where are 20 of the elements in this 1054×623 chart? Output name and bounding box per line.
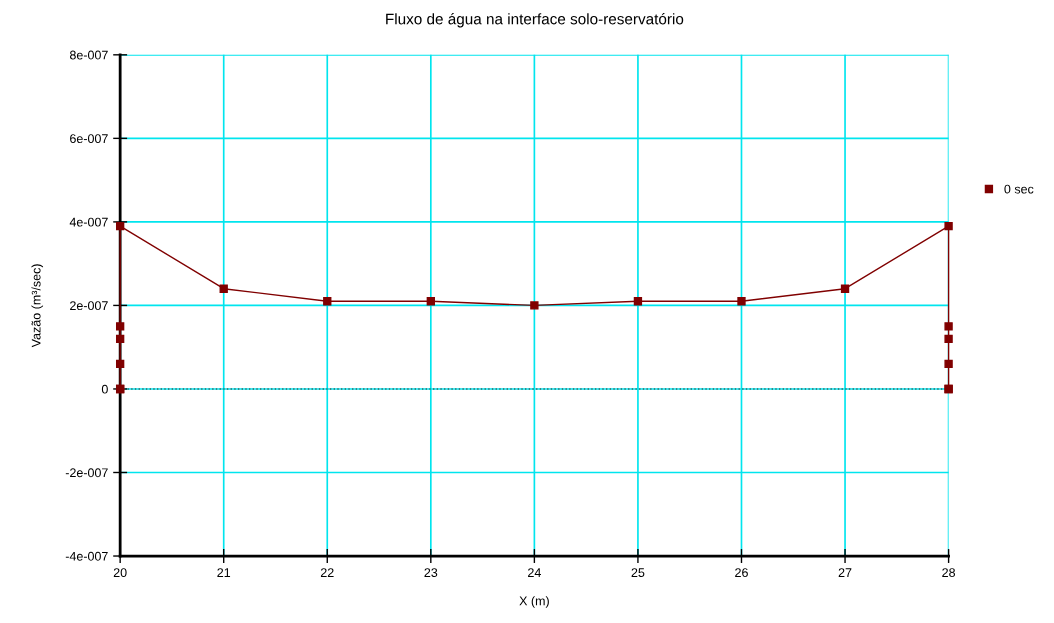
x-tick-label: 26 [735, 568, 748, 578]
x-tick-label: 20 [113, 568, 127, 578]
y-axis-title: Vazão (m³/sec) [31, 264, 44, 348]
x-axis-title: X (m) [519, 596, 549, 608]
x-tick-label: 25 [631, 568, 645, 578]
y-tick-label: 0 [101, 384, 108, 394]
x-tick-label: 24 [528, 568, 541, 577]
x-tick-label: 28 [942, 568, 956, 578]
y-tick-label: 2e-007 [70, 301, 108, 311]
y-tick-label: 4e-007 [69, 217, 108, 227]
y-tick-label: -4e-007 [65, 551, 108, 561]
x-tick-label: 22 [320, 568, 334, 577]
y-tick-label: 8e-007 [69, 50, 108, 60]
x-tick-label: 27 [838, 568, 852, 577]
x-tick-label: 21 [217, 568, 231, 577]
y-tick-label: -2e-007 [65, 468, 108, 478]
chart-title: Fluxo de água na interface solo-reservatório [386, 13, 684, 28]
x-tick-label: 23 [424, 568, 438, 578]
y-tick-label: 6e-007 [70, 134, 108, 144]
legend-label: 0 sec [1004, 184, 1034, 194]
